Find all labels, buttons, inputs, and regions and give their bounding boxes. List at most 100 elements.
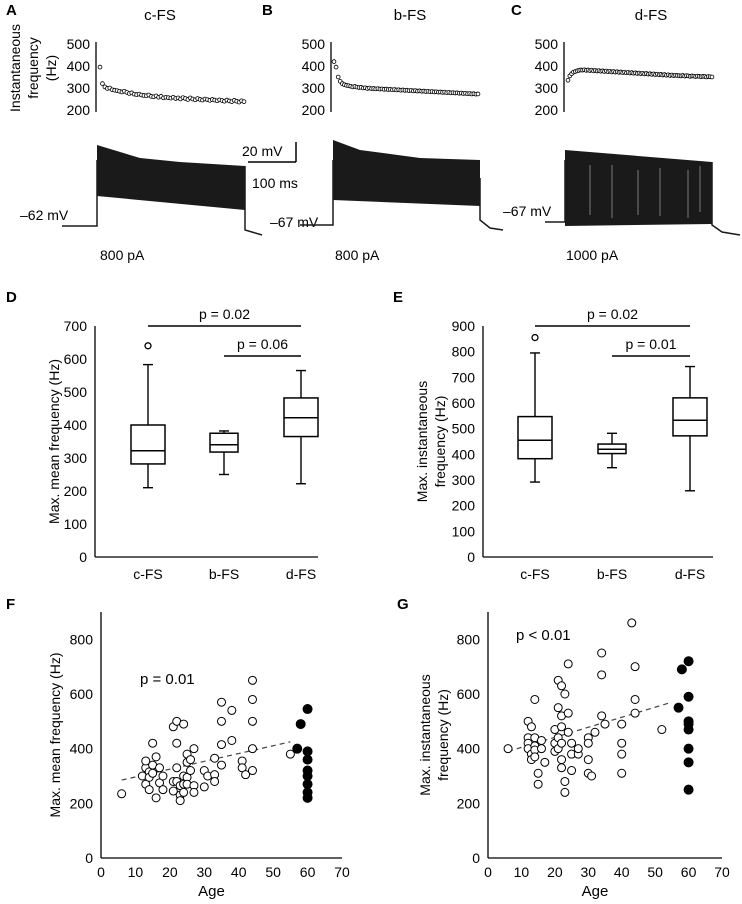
age-scatter-g: 0 200 400 600 800 0 10 20 30 40 50 60 70 Age Max. inst… (417, 612, 730, 900)
data-point (709, 74, 715, 80)
rmp-label-b: –67 mV (270, 214, 319, 230)
filled-point (683, 656, 694, 667)
open-point (247, 716, 257, 726)
open-point (210, 753, 220, 763)
y-tick-label: 400 (457, 741, 481, 757)
open-point (617, 768, 627, 778)
data-point (97, 64, 103, 70)
open-point (600, 719, 610, 729)
open-point (148, 738, 158, 748)
charts: 2003004005002003004005002003004005000100… (46, 36, 730, 900)
panel-title-c: d-FS (635, 7, 668, 24)
y-tick-label: 400 (70, 741, 94, 757)
y-tick-label: 200 (67, 102, 91, 118)
data-point (100, 81, 105, 86)
y-tick-label: 400 (302, 58, 326, 74)
x-tick-label: c-FS (133, 566, 163, 582)
open-point (117, 789, 127, 799)
open-point (540, 757, 550, 767)
open-point (587, 771, 597, 781)
open-point (597, 711, 607, 721)
y-tick-label: 0 (79, 549, 87, 565)
y-tick-label: 400 (452, 446, 476, 462)
open-point (151, 793, 161, 803)
y-tick-label: 300 (67, 80, 91, 96)
open-point (247, 694, 257, 704)
open-point (583, 738, 593, 748)
inst-freq-plot-a: 200 300 400 500 (67, 36, 247, 118)
x-tick-label: 60 (300, 864, 316, 880)
open-point (186, 766, 196, 776)
x-tick-label: 40 (614, 864, 630, 880)
filled-point (295, 719, 306, 730)
x-tick-label: 20 (162, 864, 178, 880)
filled-point (302, 779, 313, 790)
open-point (241, 770, 251, 780)
filled-point (292, 743, 303, 754)
open-point (597, 648, 607, 658)
filled-point (302, 771, 313, 781)
open-point (557, 681, 567, 691)
x-tick-label: d-FS (286, 566, 316, 582)
y-tick-label: 0 (467, 549, 475, 565)
y-tick-label: 500 (67, 36, 91, 52)
filled-point (676, 664, 687, 675)
data-point (335, 74, 341, 80)
x-tick-label: 70 (334, 864, 350, 880)
open-point (536, 744, 546, 754)
y-tick-label: 0 (472, 850, 480, 866)
y-tick-label: 700 (452, 369, 476, 385)
y-tick-label: 400 (64, 417, 88, 433)
outlier-point (531, 333, 539, 342)
open-point (247, 744, 257, 754)
x-tick-label: 10 (514, 864, 530, 880)
filled-point (683, 784, 694, 795)
open-point (199, 782, 209, 792)
y-tick-label: 600 (452, 395, 476, 411)
y-tick-label: 900 (452, 318, 476, 334)
open-point (158, 771, 168, 781)
voltage-trace-a (62, 145, 263, 236)
filled-point (302, 704, 313, 715)
open-point (557, 722, 567, 732)
y-tick-label: 100 (64, 516, 88, 532)
filled-point (673, 702, 684, 713)
open-point (530, 752, 540, 762)
y-axis-title: Max. mean frequency (Hz) (46, 359, 62, 524)
trace-c-gaps (589, 165, 701, 218)
p-value-annotation: p = 0.01 (140, 671, 195, 688)
open-point (627, 618, 637, 628)
y-tick-label: 400 (67, 58, 91, 74)
filled-point (683, 724, 694, 735)
open-point (557, 738, 567, 748)
open-point (148, 768, 158, 778)
open-point (617, 749, 627, 759)
filled-point (683, 691, 694, 702)
boxplot-d: 0 100 200 300 400 500 600 700 c-FS b-FS d-FS p = 0.… (46, 306, 319, 582)
x-tick-label: 30 (580, 864, 596, 880)
open-point (563, 727, 573, 737)
inst-freq-plot-b: 200 300 400 500 (302, 36, 481, 118)
x-tick-label: 60 (681, 864, 697, 880)
open-point (247, 766, 257, 776)
rmp-label-a: –62 mV (20, 207, 69, 223)
open-point (172, 738, 182, 748)
data-point (565, 78, 571, 83)
panel-letter-f: F (6, 596, 15, 613)
open-point (172, 763, 182, 773)
current-label-b: 800 pA (335, 247, 380, 263)
x-tick-label: c-FS (520, 566, 550, 582)
x-axis-title: Age (198, 883, 225, 900)
inst-ylabel-line2: frequency (25, 37, 41, 98)
box (517, 415, 553, 460)
x-tick-label: 50 (265, 864, 281, 880)
y-axis-title: frequency (Hz) (432, 396, 448, 488)
open-point (560, 689, 570, 699)
open-point (533, 768, 543, 778)
open-point (560, 776, 570, 786)
open-point (583, 755, 593, 765)
y-tick-label: 400 (535, 58, 559, 74)
filled-point (302, 792, 313, 803)
open-point (597, 670, 607, 680)
y-tick-label: 800 (457, 631, 481, 647)
